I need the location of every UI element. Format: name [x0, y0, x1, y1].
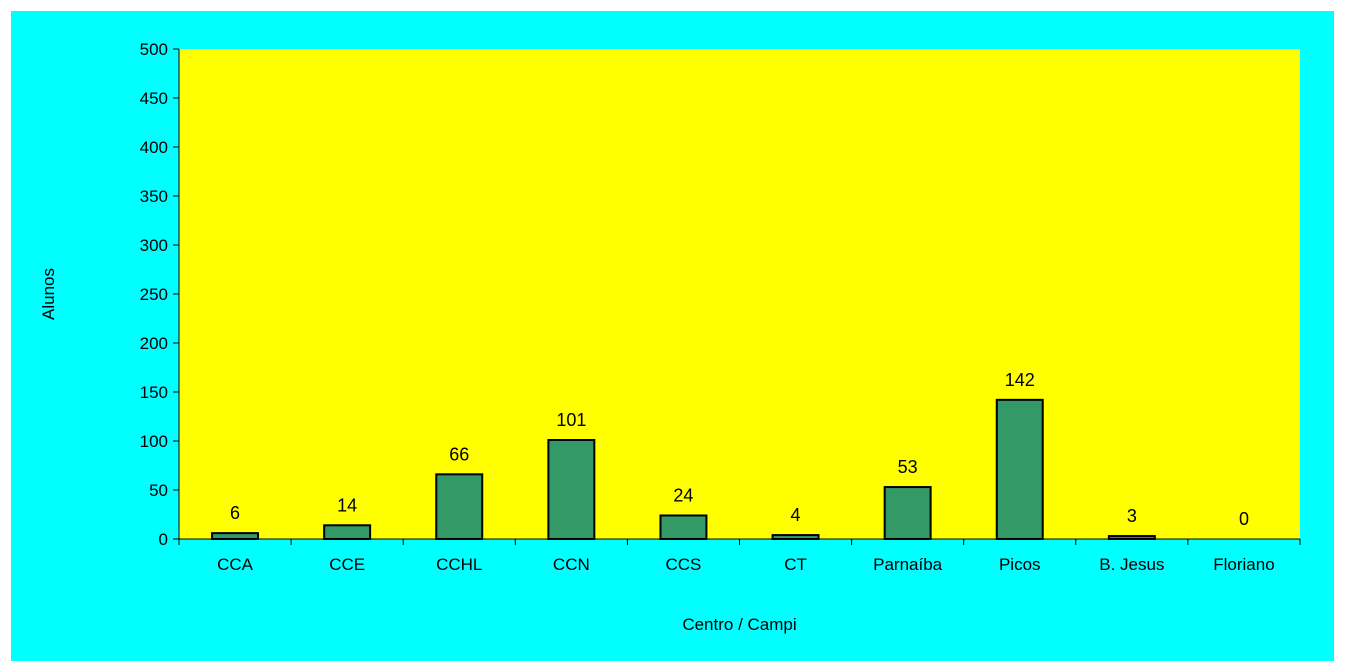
y-tick-label: 250: [140, 285, 168, 304]
bar: [883, 486, 932, 540]
bar: [323, 524, 372, 541]
x-tick-label: Picos: [999, 555, 1041, 574]
data-labels: 6 14 66 101 24 4 53 142 3 0: [230, 370, 1249, 529]
data-label: 14: [337, 495, 357, 515]
x-axis-title: Centro / Campi: [682, 615, 796, 634]
bar: [659, 514, 708, 540]
x-tick-label: CCN: [553, 555, 590, 574]
x-tick-label: CCS: [665, 555, 701, 574]
data-label: 6: [230, 503, 240, 523]
x-tick-label: Parnaíba: [873, 555, 943, 574]
data-label: 142: [1005, 370, 1035, 390]
y-tick-label: 350: [140, 187, 168, 206]
x-tick-label: Floriano: [1213, 555, 1274, 574]
bar: [995, 398, 1044, 540]
x-tick-label: B. Jesus: [1099, 555, 1164, 574]
data-label: 66: [449, 444, 469, 464]
y-axis-title: Alunos: [39, 268, 58, 320]
plot-area: [179, 49, 1300, 539]
bar: [1107, 535, 1156, 540]
bar: [771, 534, 820, 541]
y-tick-label: 0: [159, 530, 168, 549]
data-label: 3: [1127, 506, 1137, 526]
y-tick-label: 450: [140, 89, 168, 108]
data-label: 24: [673, 485, 693, 505]
x-tick-label: CT: [784, 555, 807, 574]
data-label: 101: [556, 410, 586, 430]
x-tick-label: CCHL: [436, 555, 482, 574]
y-axis: 0 50 100 150 200 250 300 350 400 450 500: [140, 40, 180, 549]
bar-series: [211, 398, 1156, 541]
data-label: 0: [1239, 509, 1249, 529]
y-tick-label: 300: [140, 236, 168, 255]
y-tick-label: 50: [149, 481, 168, 500]
bar: [435, 473, 484, 541]
x-tick-label: CCA: [217, 555, 254, 574]
y-tick-label: 500: [140, 40, 168, 59]
x-tick-label: CCE: [329, 555, 365, 574]
y-tick-label: 150: [140, 383, 168, 402]
data-label: 53: [898, 457, 918, 477]
y-tick-label: 400: [140, 138, 168, 157]
data-label: 4: [791, 505, 801, 525]
bar: [547, 439, 596, 540]
y-tick-label: 100: [140, 432, 168, 451]
bar: [211, 532, 260, 540]
y-tick-label: 200: [140, 334, 168, 353]
